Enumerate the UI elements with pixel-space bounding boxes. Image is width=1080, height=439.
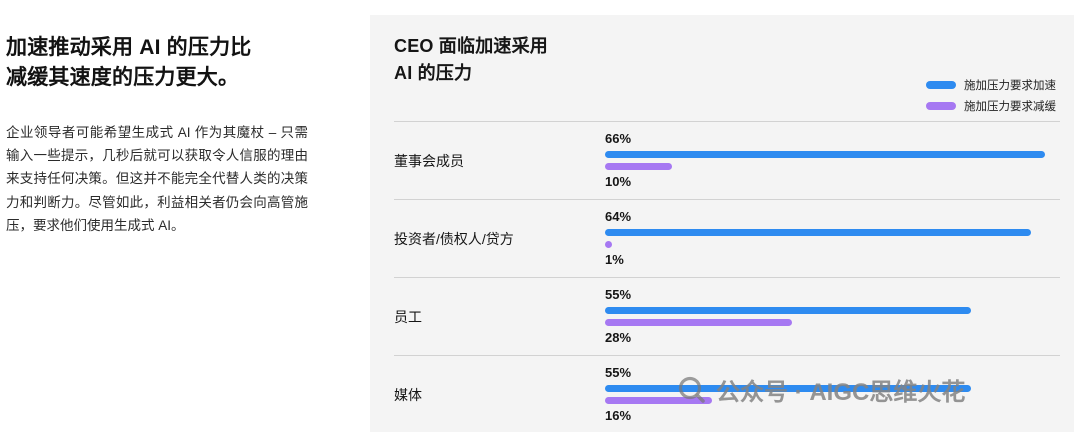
chart-header: CEO 面临加速采用 AI 的压力 施加压力要求加速 施加压力要求减缓: [394, 33, 1060, 121]
accelerate-value-label: 64%: [605, 208, 632, 224]
intro-panel: 加速推动采用 AI 的压力比 减缓其速度的压力更大。 企业领导者可能希望生成式 …: [0, 0, 370, 439]
decelerate-value-label: 10%: [605, 174, 632, 189]
accelerate-bar: [605, 151, 1045, 158]
legend-label: 施加压力要求减缓: [964, 101, 1056, 113]
chart-row: 投资者/债权人/贷方 64% 1%: [394, 199, 1060, 277]
intro-heading: 加速推动采用 AI 的压力比 减缓其速度的压力更大。: [6, 36, 252, 90]
legend-item-accelerate: 施加压力要求加速: [926, 77, 1056, 93]
legend-item-decelerate: 施加压力要求减缓: [926, 98, 1056, 114]
decelerate-bar: [605, 319, 792, 326]
decelerate-bar: [605, 241, 612, 248]
accelerate-bar: [605, 385, 972, 392]
accelerate-value-label: 66%: [605, 130, 632, 146]
legend-label: 施加压力要求加速: [964, 80, 1056, 92]
bar-group: 66% 10%: [605, 130, 1060, 190]
decelerate-bar: [605, 163, 672, 170]
chart-row: 董事会成员 66% 10%: [394, 121, 1060, 199]
accelerate-bar: [605, 229, 1032, 236]
accelerate-bar: [605, 307, 972, 314]
category-label: 媒体: [394, 386, 422, 403]
chart-row: 媒体 55% 16%: [394, 355, 1060, 433]
chart-row: 员工 55% 28%: [394, 277, 1060, 355]
decelerate-legend-marker-icon: [926, 102, 956, 110]
category-label: 投资者/债权人/贷方: [394, 230, 514, 247]
accelerate-value-label: 55%: [605, 286, 632, 302]
category-label: 董事会成员: [394, 152, 464, 169]
accelerate-value-label: 55%: [605, 364, 632, 380]
bar-group: 55% 16%: [605, 364, 1060, 424]
chart-legend: 施加压力要求加速 施加压力要求减缓: [926, 77, 1060, 114]
intro-body-text: 企业领导者可能希望生成式 AI 作为其魔杖 – 只需输入一些提示，几秒后就可以获…: [6, 124, 308, 233]
bar-group: 64% 1%: [605, 208, 1060, 268]
decelerate-value-label: 1%: [605, 252, 624, 267]
bar-group: 55% 28%: [605, 286, 1060, 346]
decelerate-value-label: 28%: [605, 330, 632, 345]
decelerate-value-label: 16%: [605, 408, 632, 423]
category-label: 员工: [394, 308, 422, 325]
chart-rows: 董事会成员 66% 10% 投资者/债权人/贷方 64% 1% 员工 55% 28% 媒体 55% 1…: [394, 121, 1060, 433]
decelerate-bar: [605, 397, 712, 404]
accelerate-legend-marker-icon: [926, 81, 956, 89]
chart-title: CEO 面临加速采用 AI 的压力: [394, 36, 549, 83]
chart-panel: CEO 面临加速采用 AI 的压力 施加压力要求加速 施加压力要求减缓 董事会成…: [370, 15, 1074, 432]
